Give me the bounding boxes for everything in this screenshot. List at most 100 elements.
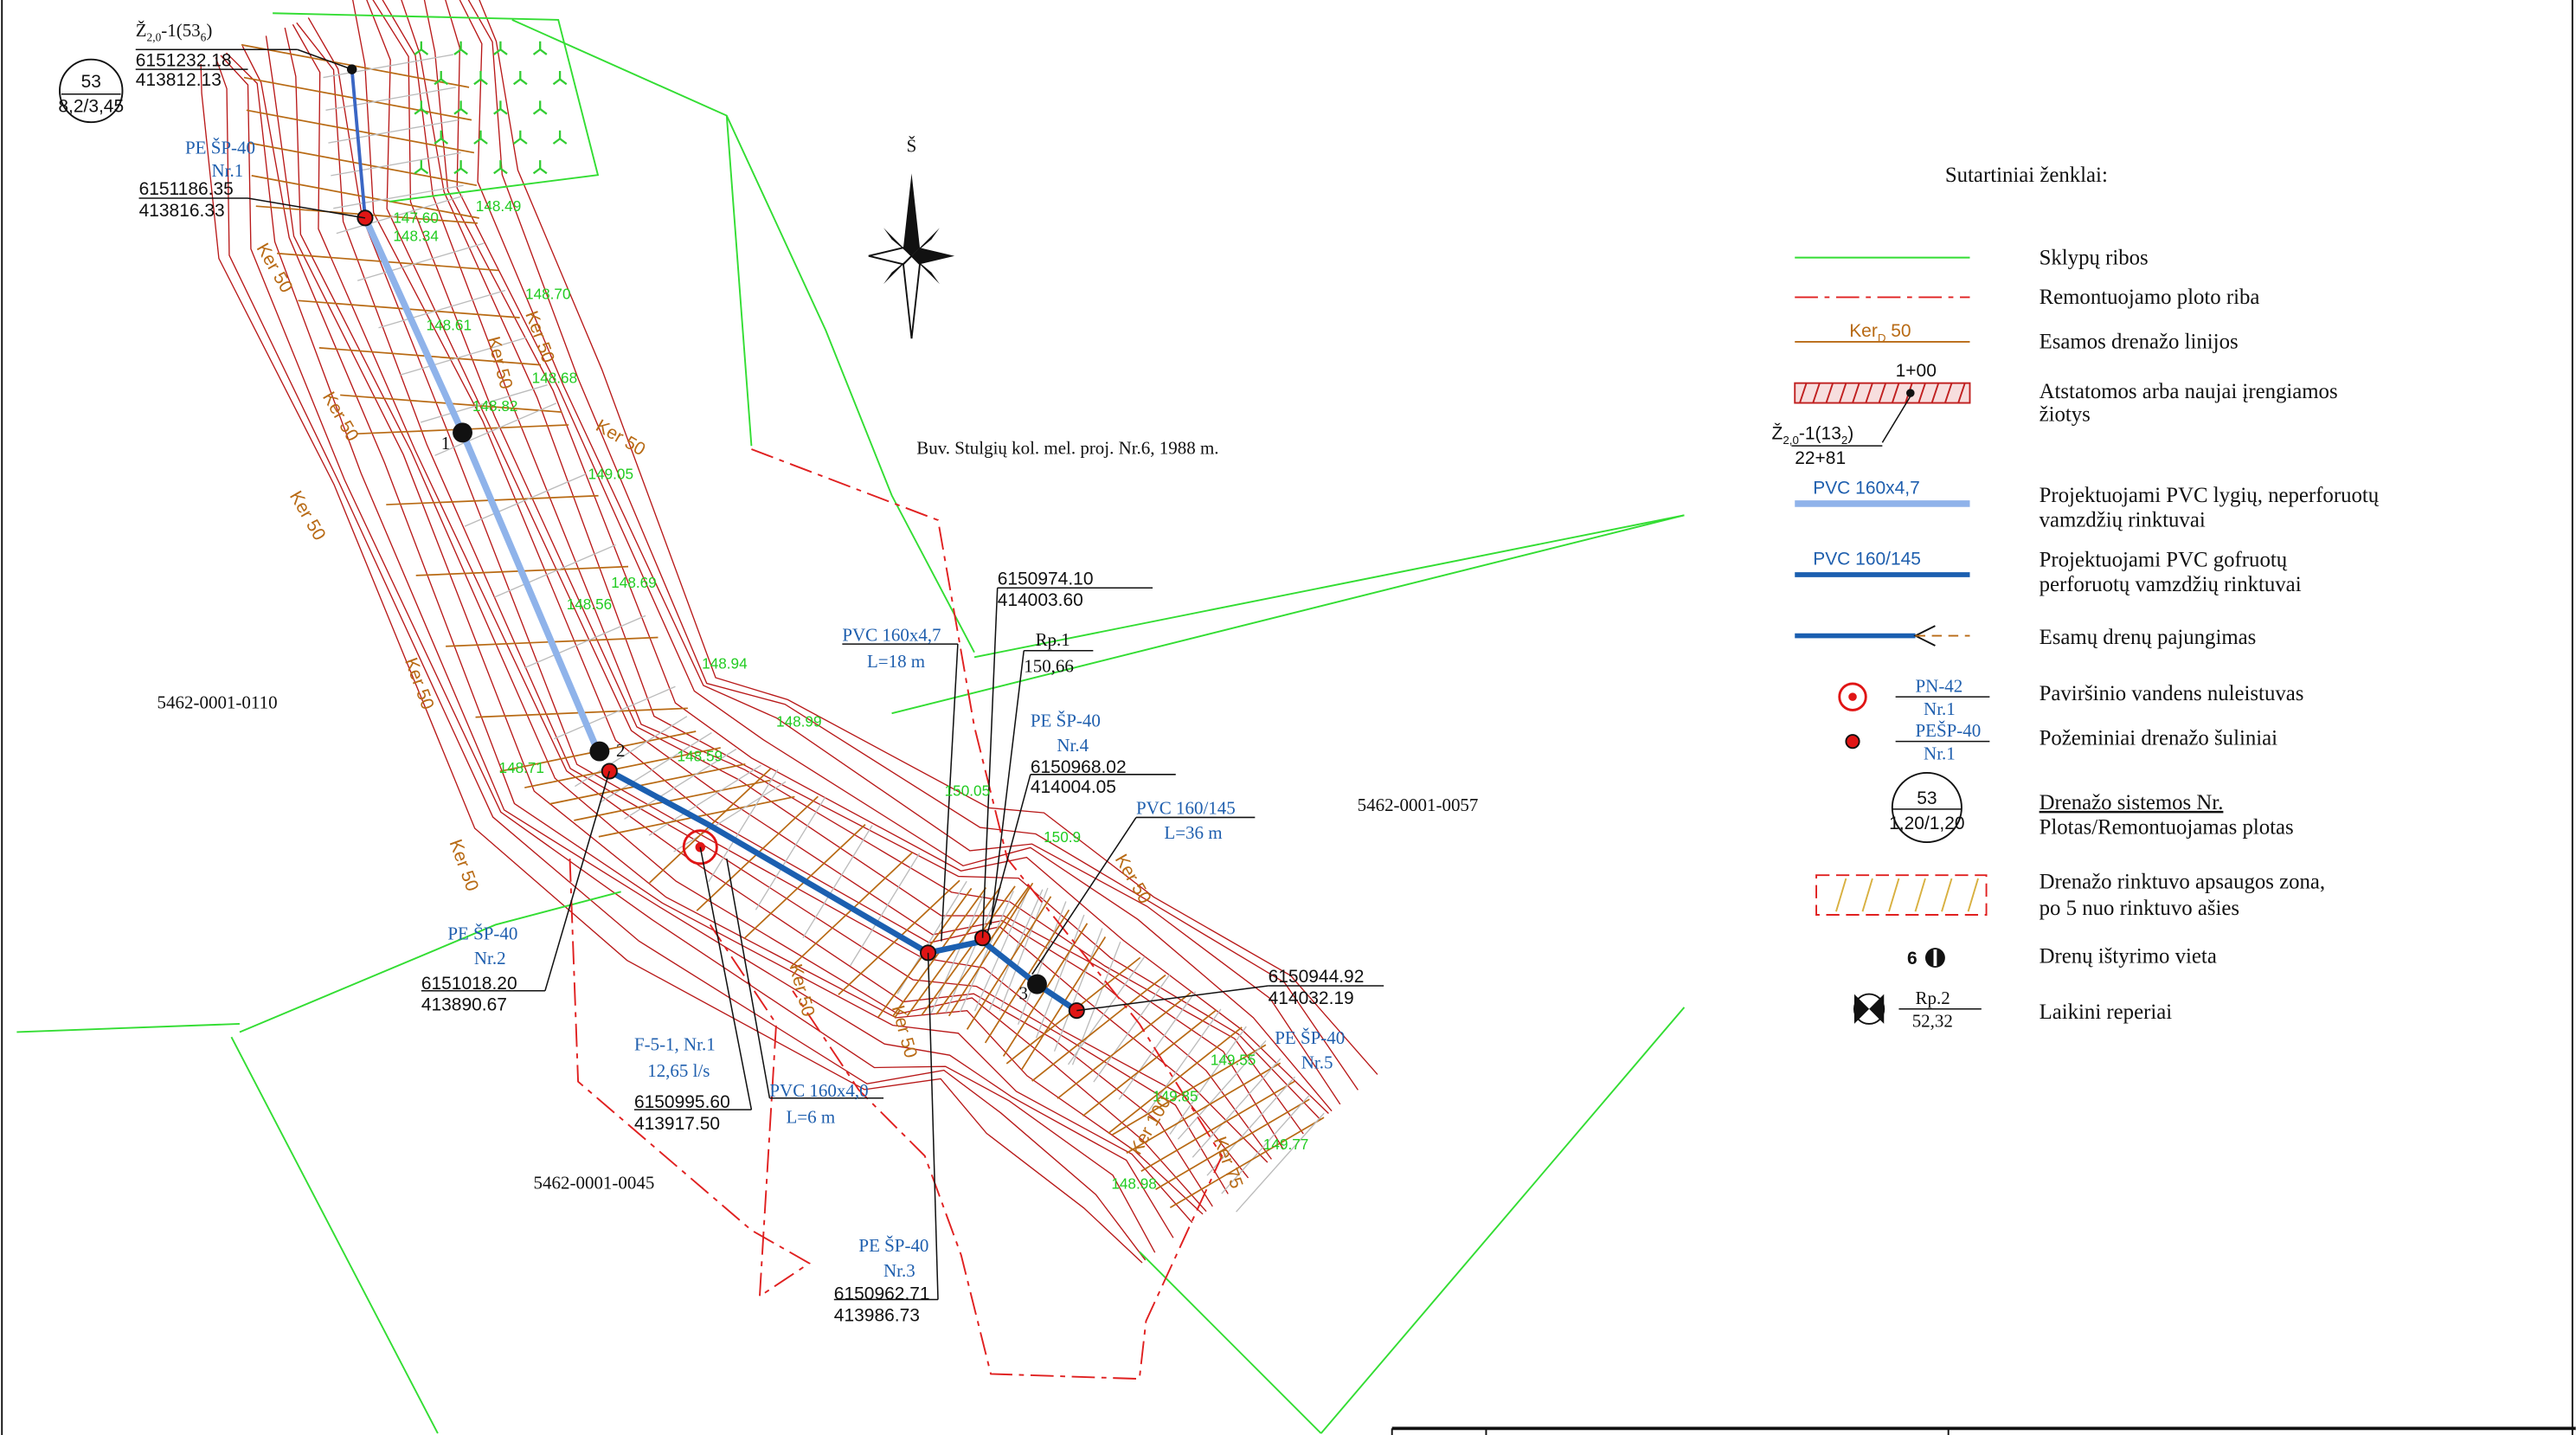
legend-sample-text: PVC 160/145 [1813, 550, 1921, 569]
elevation-label: 148.98 [1111, 1175, 1156, 1193]
well-x: 6150962.71 [834, 1284, 930, 1304]
pipe-length: L=18 m [867, 651, 925, 672]
benchmark-name: Rp.1 [1036, 629, 1070, 650]
well-number: Nr.4 [1057, 735, 1089, 756]
well-x: 6150944.92 [1269, 967, 1365, 987]
legend-sample-text: Nr.1 [1924, 698, 1956, 719]
parcel-id: 5462-0001-0057 [1358, 795, 1479, 815]
elevation-label: 148.34 [393, 228, 439, 245]
well-x: 6150968.02 [1031, 757, 1127, 777]
legend-text: Sklypų ribos [2040, 246, 2149, 269]
elevation-label: 150.9 [1044, 828, 1081, 846]
surface-outlet-name: F-5-1, Nr.1 [634, 1033, 716, 1054]
collector-mark: 1 [441, 433, 450, 454]
legend-text: Drenažo sistemos Nr. [2040, 791, 2224, 814]
elevation-label: 148.99 [776, 712, 821, 730]
legend-text: Plotas/Remontuojamas plotas [2040, 816, 2294, 840]
elevation-label: 148.70 [525, 285, 570, 302]
legend-text: žiotys [2040, 403, 2091, 427]
legend-text: Esamos drenažo linijos [2040, 331, 2239, 354]
legend-text: Remontuojamo ploto riba [2040, 286, 2260, 309]
legend-text: Projektuojami PVC lygių, neperforuotų [2040, 484, 2380, 507]
legend-text: vamzdžių rinktuvai [2040, 509, 2206, 532]
legend-text: perforuotų vamzdžių rinktuvai [2040, 573, 2302, 596]
elevation-label: 148.82 [472, 397, 517, 415]
legend-text: Drenažo rinktuvo apsaugos zona, [2040, 870, 2326, 893]
elevation-label: 150.05 [945, 782, 990, 800]
pipe-length: L=36 m [1164, 822, 1222, 843]
outlet-y: 413812.13 [136, 70, 222, 90]
point-y: 414003.60 [998, 590, 1083, 610]
legend-sample [1848, 692, 1857, 701]
legend-sample-text: 1,20/1,20 [1889, 814, 1964, 833]
well-type: PE ŠP-40 [447, 923, 517, 944]
surface-outlet-flow: 12,65 l/s [647, 1060, 710, 1081]
well-y: 413986.73 [834, 1305, 920, 1325]
well-y: 413890.67 [421, 995, 507, 1015]
north-label: Š [907, 136, 917, 157]
legend-sample-text: 52,32 [1912, 1011, 1953, 1032]
outlet-x: 6151232.18 [136, 50, 232, 70]
surface-outlet-y: 413917.50 [634, 1114, 720, 1134]
legend-sample-text: 53 [1917, 788, 1937, 808]
benchmark-elevation: 150,66 [1024, 656, 1074, 677]
project-note: Buv. Stulgių kol. mel. proj. Nr.6, 1988 … [916, 438, 1218, 459]
legend-text: Paviršinio vandens nuleistuvas [2040, 682, 2304, 705]
surface-outlet-x: 6150995.60 [634, 1092, 730, 1112]
legend-sample [1906, 389, 1915, 397]
legend-sample [1846, 735, 1859, 748]
well-number: Nr.3 [883, 1260, 915, 1281]
collector-mark: 2 [616, 740, 625, 761]
pipe-label: PVC 160/145 [1136, 798, 1236, 819]
collector-mark: 3 [1019, 982, 1028, 1003]
legend-text: Drenų ištyrimo vieta [2040, 944, 2217, 968]
system-number: 53 [81, 72, 101, 92]
pipe-label: PVC 160x4,7 [842, 624, 941, 645]
legend-sample-text: Rp.2 [1916, 988, 1950, 1008]
legend-text: Projektuojami PVC gofruotų [2040, 548, 2288, 571]
elevation-label: 148.59 [678, 748, 723, 765]
elevation-label: 148.49 [476, 197, 521, 215]
elevation-label: 147.60 [393, 209, 438, 227]
elevation-label: 149.55 [1211, 1052, 1256, 1069]
well-type: PE ŠP-40 [185, 137, 255, 158]
map: 1 2 3 Ž2,0-1(536) 6151232.18 413812.13 5… [0, 0, 2576, 1435]
legend-text: Požeminiai drenažo šuliniai [2040, 726, 2278, 750]
legend-sample-text: 22+81 [1795, 448, 1846, 468]
elevation-label: 148.61 [427, 317, 472, 334]
elevation-label: 149.77 [1263, 1136, 1308, 1153]
legend-text: po 5 nuo rinktuvo ašies [2040, 897, 2239, 920]
well-number: Nr.1 [212, 160, 244, 181]
well-type: PE ŠP-40 [1275, 1027, 1345, 1048]
well-x: 6151186.35 [139, 179, 234, 199]
legend-text: Esamų drenų pajungimas [2040, 626, 2257, 649]
legend-sample-text: 1+00 [1896, 361, 1937, 381]
parcel-id: 5462-0001-0110 [157, 692, 278, 713]
well-y: 414004.05 [1031, 777, 1116, 797]
well-number: Nr.2 [474, 948, 506, 968]
legend-title: Sutartiniai ženklai: [1945, 164, 2108, 187]
well-x: 6151018.20 [421, 974, 517, 994]
elevation-label: 148.94 [702, 655, 748, 672]
parcel-id: 5462-0001-0045 [534, 1173, 655, 1194]
point-x: 6150974.10 [998, 569, 1094, 589]
legend-sample-text: PEŠP-40 [1916, 720, 1982, 741]
legend-sample-text: PN-42 [1916, 675, 1963, 696]
elevation-label: 148.68 [532, 370, 577, 387]
elevation-label: 148.56 [567, 595, 612, 613]
legend-sample-text: 6 [1907, 949, 1918, 968]
legend-sample-text: Nr.1 [1924, 743, 1956, 764]
well-number: Nr.5 [1301, 1052, 1333, 1072]
legend-sample-text: PVC 160x4,7 [1813, 478, 1920, 498]
well-y: 414032.19 [1269, 988, 1354, 1008]
pipe-label: PVC 160x4,0 [769, 1080, 868, 1101]
pipe-length: L=6 m [786, 1106, 835, 1127]
elevation-label: 148.71 [499, 759, 544, 776]
well-y: 413816.33 [139, 201, 225, 221]
well-type: PE ŠP-40 [1031, 710, 1101, 730]
legend-text: Laikini reperiai [2040, 1001, 2173, 1024]
legend-text: Atstatomos arba naujai įrengiamos [2040, 380, 2338, 403]
well-type: PE ŠP-40 [858, 1235, 928, 1256]
elevation-label: 149.05 [588, 465, 633, 482]
system-area: 8,2/3,45 [58, 97, 124, 117]
